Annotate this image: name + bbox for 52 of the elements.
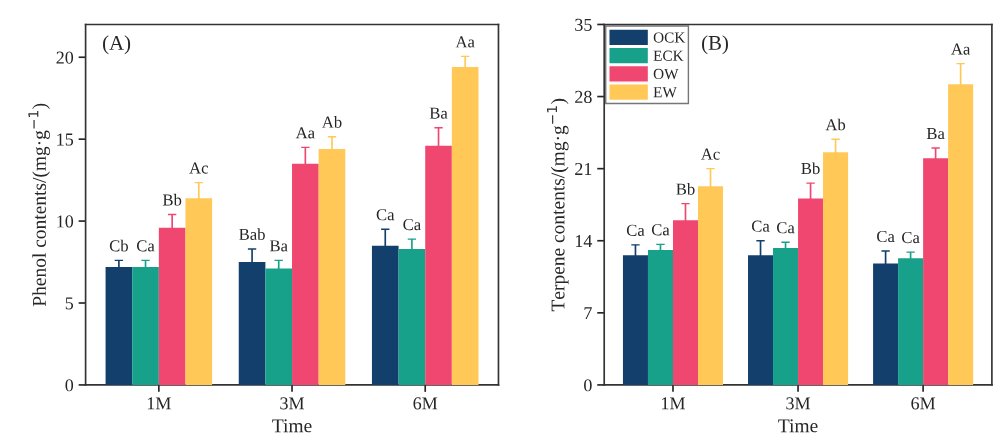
data-label: Ca [136, 240, 155, 252]
data-label: Ca [776, 222, 795, 234]
data-label: Bb [801, 162, 820, 175]
data-label: Ca [877, 230, 895, 243]
data-label: Bb [162, 193, 182, 206]
data-label: Aa [455, 36, 475, 48]
data-label: Ca [651, 224, 670, 236]
bar [773, 247, 799, 385]
y-tick-label: 20 [56, 51, 74, 64]
data-label: Ca [902, 231, 920, 244]
data-label: Bb [676, 183, 695, 195]
y-tick-label: 28 [575, 90, 592, 104]
data-label: Ba [926, 128, 945, 140]
legend-label: ECK [653, 50, 684, 61]
x-axis-title: Time [778, 419, 818, 433]
legend-label: EW [653, 87, 677, 98]
y-tick-label: 7 [584, 307, 592, 320]
y-tick-label: 0 [584, 379, 592, 392]
data-label: Cb [109, 239, 128, 252]
x-tick-label: 1M [147, 397, 171, 410]
data-label: Bab [239, 228, 265, 240]
data-label: Ba [269, 240, 288, 252]
y-tick-label: 5 [65, 297, 74, 310]
data-label: Ab [321, 116, 342, 128]
legend-label: OCK [653, 32, 686, 43]
x-tick-label: 3M [280, 397, 305, 410]
y-tick-label: 35 [575, 18, 592, 31]
y-tick-label: 0 [65, 379, 74, 392]
data-label: Ab [825, 118, 846, 131]
y-tick-label: 15 [57, 133, 74, 146]
y-tick-label: 14 [575, 235, 593, 248]
data-label: Aa [295, 127, 315, 139]
x-tick-label: 1M [662, 397, 685, 410]
y-axis-title: Phenol contents/(mg·g$^{−1}$) [28, 103, 50, 307]
data-label: Ac [700, 148, 720, 160]
data-label: Aa [951, 43, 971, 55]
data-label: Ca [751, 220, 770, 232]
data-label: Ba [429, 107, 448, 119]
x-axis-title: Time [272, 419, 312, 433]
x-tick-label: 3M [786, 397, 811, 410]
data-label: Ca [626, 224, 645, 236]
legend-label: OW [653, 68, 679, 80]
x-tick-label: 6M [911, 397, 936, 410]
y-axis-title: Terpene contents/(mg·g$^{−1}$) [547, 98, 569, 312]
data-label: Ca [403, 218, 421, 231]
data-label: Ca [376, 209, 395, 221]
y-tick-label: 10 [57, 215, 74, 228]
chart-title: (A) [103, 35, 131, 55]
data-label: Ac [189, 162, 209, 174]
x-tick-label: 6M [413, 397, 438, 410]
chart-title: (B) [702, 35, 728, 55]
y-tick-label: 21 [575, 162, 592, 175]
